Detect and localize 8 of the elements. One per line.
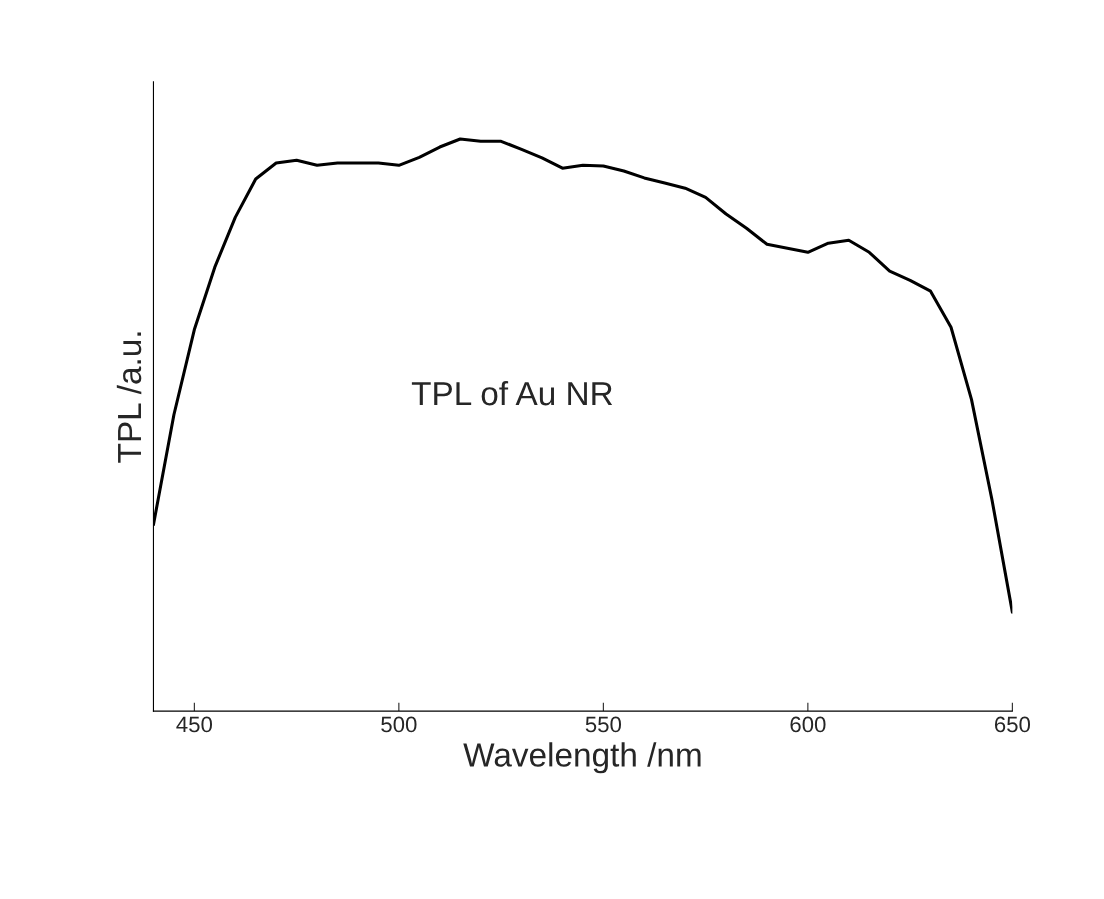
y-axis-title: TPL /a.u. (116, 332, 142, 463)
x-tick-label: 500 (381, 716, 417, 733)
annotation: TPL of Au NR (411, 380, 613, 406)
x-tick-label: 450 (176, 716, 213, 733)
x-tick-label: 550 (585, 716, 622, 733)
x-tick-label: 600 (790, 716, 826, 733)
x-tick-label: 650 (994, 716, 1031, 733)
x-axis-title: Wavelength /nm (463, 742, 701, 774)
